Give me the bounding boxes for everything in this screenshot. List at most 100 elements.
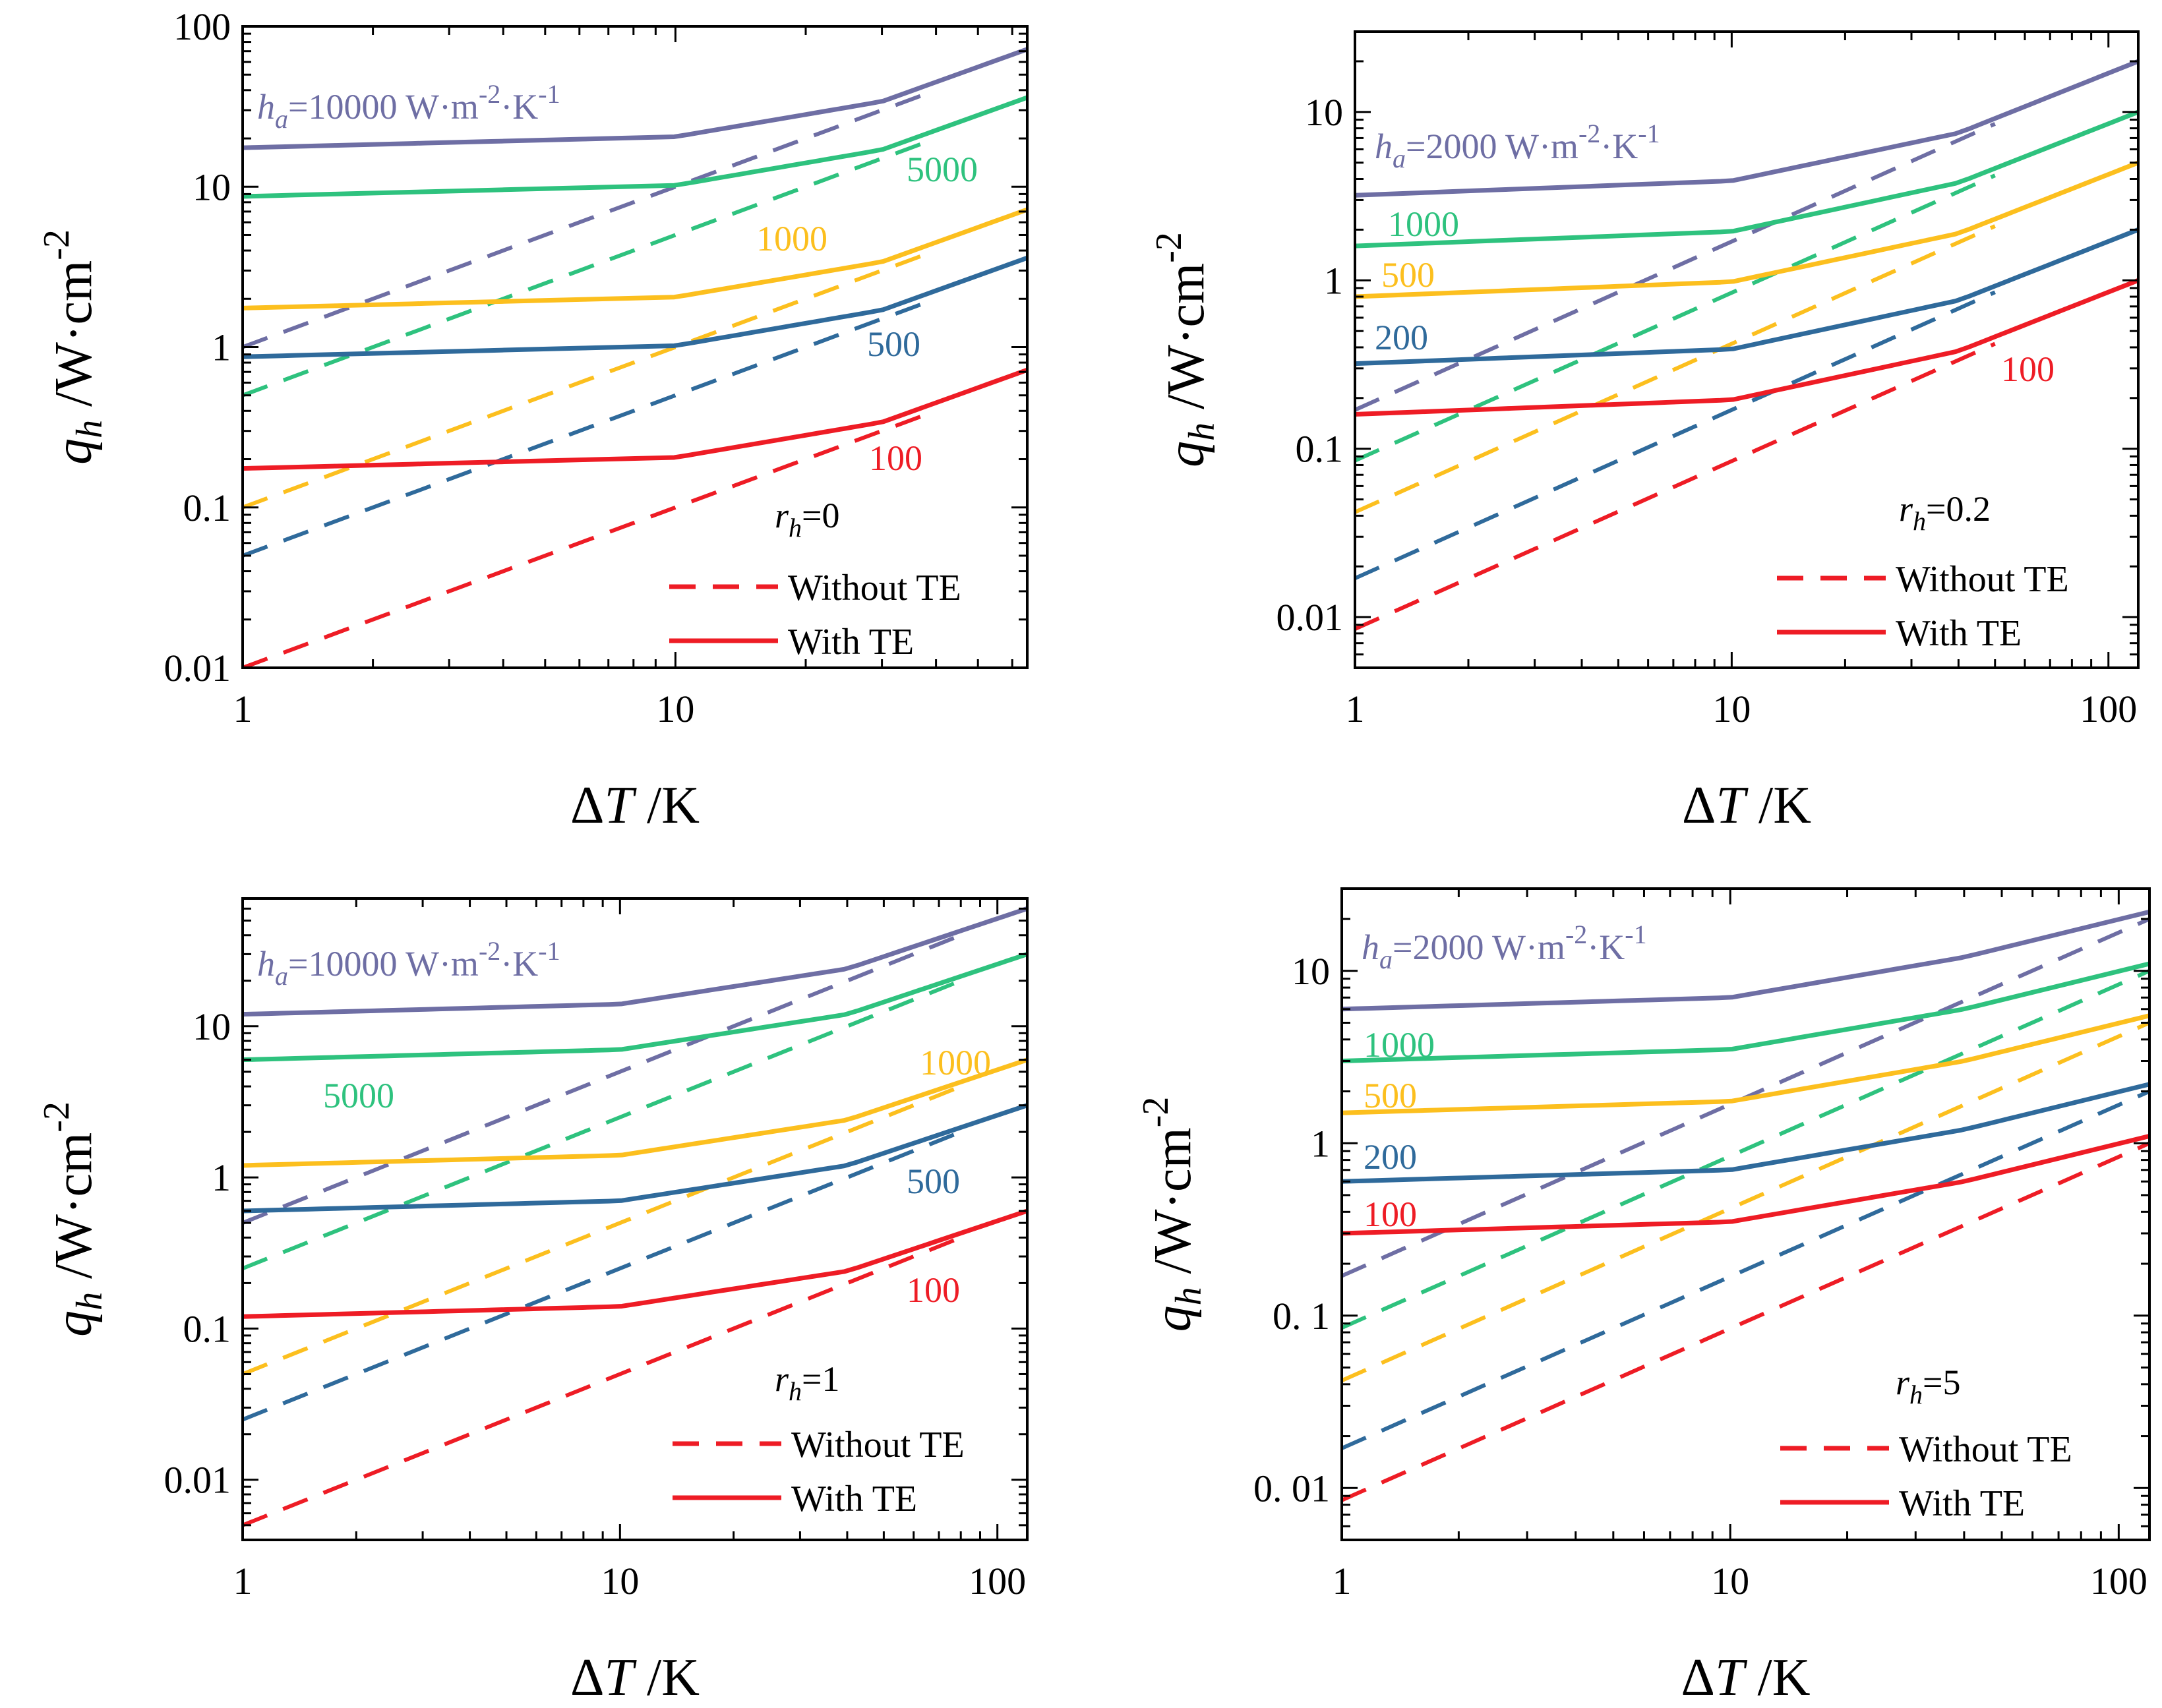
ha-superscript-2: -1 — [538, 936, 560, 966]
series-1000-without-te-line — [1342, 969, 2149, 1330]
rh-value: =0 — [802, 496, 839, 535]
x-tick-label: 1 — [233, 688, 253, 730]
rh-symbol: r — [775, 1359, 789, 1399]
ha-label: ha=2000 W·m-2·K-1 — [1375, 119, 1660, 173]
rh-parameter: rh=0.2 — [1899, 489, 1991, 536]
y-axis-unit: /W·cm — [1144, 1127, 1202, 1287]
ha-subscript: a — [1379, 945, 1393, 974]
axes: 1 10 100 0. 01 0. 1 1 10 — [1253, 887, 2149, 1603]
ha-label: ha=10000 W·m-2·K-1 — [257, 936, 560, 991]
series-5000-with-te-line — [243, 95, 1027, 199]
legend-with-te: With TE — [788, 622, 914, 663]
legend-with-te: With TE — [791, 1479, 917, 1519]
y-axis-symbol: q — [45, 1310, 103, 1337]
series-label-5000: 5000 — [323, 1076, 394, 1115]
series-100-with-te-line — [1355, 278, 2138, 417]
y-tick-label: 0. 01 — [1253, 1467, 1330, 1510]
ha-superscript-2: -1 — [538, 79, 560, 109]
series-2000-without-te-line — [1355, 122, 1996, 412]
ha-value: =10000 W·m — [288, 87, 479, 127]
x-axis-title: ΔT /K — [1682, 777, 1811, 835]
ha-superscript-1: -2 — [479, 936, 500, 966]
y-tick-label: 1 — [1324, 259, 1343, 302]
ha-superscript-2: -1 — [1625, 920, 1646, 949]
y-axis-superscript: -2 — [1135, 1097, 1176, 1128]
rh-value: =1 — [802, 1359, 839, 1399]
x-tick-label: 100 — [2090, 1560, 2147, 1603]
plot-frame — [1354, 30, 2140, 669]
legend-without-te: Without TE — [791, 1425, 965, 1465]
y-tick-label: 0.1 — [1296, 428, 1344, 471]
series-label-5000: 5000 — [907, 150, 978, 189]
series-label-1000: 1000 — [756, 219, 827, 258]
rh-subscript: h — [1913, 506, 1926, 536]
ha-symbol: h — [1375, 127, 1393, 166]
series-100-without-te-line — [243, 409, 937, 668]
series-500-with-te-line — [1342, 1013, 2149, 1115]
plot-area — [243, 906, 1027, 1527]
series-200-with-te-line — [1355, 227, 2138, 367]
legend-without-te: Without TE — [788, 568, 961, 608]
ha-value: =2000 W·m — [1393, 928, 1565, 967]
y-tick-label: 0.01 — [1276, 596, 1344, 639]
x-axis-unit: /K — [1744, 1649, 1810, 1707]
x-axis-unit: /K — [1745, 777, 1811, 835]
y-axis-subscript: h — [1168, 1287, 1209, 1305]
x-axis-delta: Δ — [1682, 777, 1716, 835]
y-axis-title: qh /W·cm-2 — [1149, 232, 1222, 467]
y-axis-symbol: q — [45, 438, 103, 465]
y-tick-label: 0.01 — [164, 647, 231, 690]
series-1000-with-te-line — [243, 1057, 1027, 1168]
legend: Without TE With TE — [1777, 559, 2069, 654]
y-tick-label: 0.1 — [183, 1307, 231, 1350]
series-500-without-te-line — [1355, 224, 1996, 514]
y-axis-subscript: h — [1182, 423, 1222, 441]
y-tick-label: 10 — [1292, 950, 1330, 993]
y-axis-title: qh /W·cm-2 — [36, 1102, 110, 1337]
x-tick-label: 1 — [1346, 688, 1365, 730]
y-axis-superscript: -2 — [36, 1102, 77, 1133]
ha-superscript-1: -2 — [1565, 920, 1587, 949]
legend-with-te: With TE — [1896, 613, 2022, 654]
y-axis-unit: /W·cm — [45, 260, 103, 420]
series-label-100: 100 — [869, 438, 922, 478]
ha-value: =2000 W·m — [1406, 127, 1578, 166]
series-label-1000: 1000 — [920, 1043, 991, 1082]
series-2000-with-te-line — [1342, 909, 2149, 1012]
x-tick-label: 100 — [2080, 688, 2137, 730]
ha-unit-k: ·K — [1600, 127, 1638, 166]
ha-subscript: a — [275, 104, 288, 134]
ha-symbol: h — [257, 87, 275, 127]
series-500-without-te-line — [1342, 1020, 2149, 1383]
y-axis-title: qh /W·cm-2 — [1135, 1097, 1209, 1332]
legend: Without TE With TE — [1780, 1429, 2072, 1524]
y-tick-label: 0.01 — [164, 1459, 231, 1502]
x-axis-delta: Δ — [570, 777, 604, 835]
x-axis-unit: /K — [634, 1649, 700, 1707]
x-axis-symbol: T — [604, 777, 637, 835]
ha-value: =10000 W·m — [288, 944, 479, 984]
series-label-100: 100 — [2001, 349, 2055, 389]
rh-symbol: r — [1899, 489, 1913, 529]
x-tick-label: 100 — [969, 1560, 1026, 1603]
series-1000-with-te-line — [1355, 109, 2138, 249]
series-label-200: 200 — [1364, 1137, 1417, 1177]
series-label-1000: 1000 — [1388, 204, 1459, 244]
rh-parameter: rh=1 — [775, 1359, 839, 1406]
y-tick-label: 0. 1 — [1273, 1295, 1330, 1338]
series-10000-without-te-line — [243, 88, 937, 349]
ha-subscript: a — [1393, 144, 1406, 173]
series-5000-without-te-line — [243, 136, 937, 398]
y-tick-label: 10 — [1305, 91, 1343, 134]
series-500-without-te-line — [243, 297, 937, 558]
legend: Without TE With TE — [673, 1425, 965, 1519]
series-label-500: 500 — [867, 324, 920, 364]
rh-parameter: rh=5 — [1896, 1363, 1960, 1409]
rh-value: =0.2 — [1926, 489, 1991, 529]
ha-superscript-2: -1 — [1638, 119, 1660, 148]
rh-subscript: h — [789, 1376, 802, 1406]
rh-parameter: rh=0 — [775, 496, 839, 543]
ha-superscript-1: -2 — [1578, 119, 1600, 148]
